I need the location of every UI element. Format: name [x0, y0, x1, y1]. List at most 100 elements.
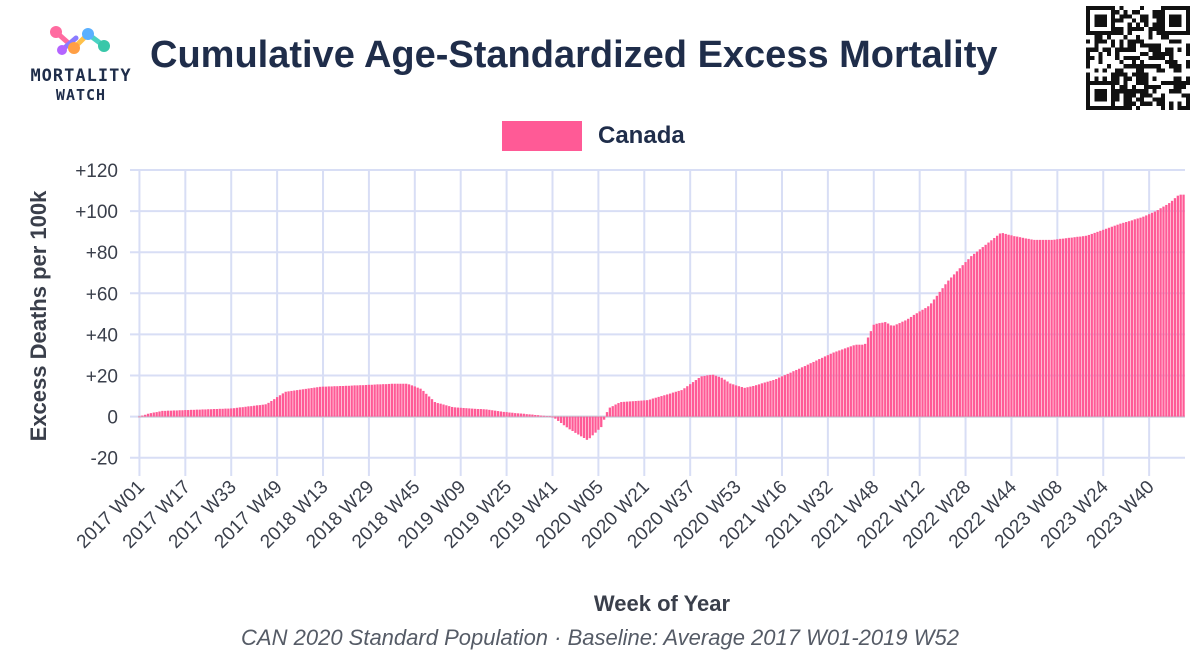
bar [729, 383, 732, 417]
bar [319, 386, 322, 417]
y-tick-label: +40 [86, 325, 118, 346]
bar [462, 407, 465, 417]
bar [935, 295, 939, 417]
bar [537, 415, 540, 417]
bar [1170, 200, 1174, 417]
bar [878, 323, 881, 417]
bar [161, 410, 164, 417]
bar [499, 411, 503, 417]
bar [984, 244, 987, 417]
bar [734, 385, 738, 417]
bar [273, 399, 276, 417]
bar [841, 349, 844, 417]
bar [689, 384, 692, 417]
bar [407, 384, 411, 417]
bar [1087, 234, 1091, 417]
bar [1084, 235, 1088, 417]
bar [663, 395, 666, 417]
bar [709, 374, 712, 417]
bar [364, 384, 368, 417]
bar [192, 409, 196, 417]
bar [798, 368, 801, 417]
bar [1122, 222, 1125, 417]
bar [330, 386, 333, 417]
bar [600, 416, 603, 428]
bar [450, 406, 454, 417]
bar [138, 416, 141, 418]
bar [215, 409, 219, 417]
bar [846, 347, 850, 417]
bar [691, 382, 695, 417]
y-tick-label: -20 [91, 449, 118, 470]
bar [482, 409, 485, 417]
bar [881, 322, 884, 417]
bar [660, 396, 663, 417]
bar [1110, 226, 1113, 417]
bar [823, 356, 827, 417]
bar [1047, 239, 1050, 417]
bar [422, 390, 425, 417]
bar [826, 355, 830, 417]
bar [516, 413, 520, 417]
bar [829, 353, 832, 417]
bar [1044, 239, 1048, 417]
bar [1041, 239, 1045, 417]
bar [780, 376, 784, 417]
bar [339, 386, 342, 417]
bar [757, 384, 761, 417]
bar [347, 385, 350, 417]
qr-code-icon[interactable] [1086, 6, 1190, 110]
bar [551, 416, 554, 418]
bar [1013, 236, 1016, 417]
bar [1030, 239, 1033, 417]
logo-text-line1: MORTALITY [30, 66, 132, 86]
bar [528, 414, 531, 417]
bar [628, 401, 632, 417]
y-tick-label: +100 [75, 202, 118, 223]
bar [350, 385, 353, 417]
bar [941, 288, 944, 417]
bar [795, 369, 798, 417]
bar [195, 409, 198, 417]
bar [1107, 227, 1111, 417]
bar [852, 345, 855, 417]
bar [367, 384, 371, 417]
y-tick-label: +20 [86, 367, 118, 388]
bar [792, 371, 795, 417]
legend[interactable]: Canada [502, 120, 685, 152]
bar [224, 408, 227, 417]
bar [471, 408, 474, 417]
bar [1082, 236, 1085, 417]
bar [1116, 224, 1119, 417]
bar [548, 416, 551, 418]
bar [298, 389, 302, 417]
bar [253, 405, 256, 417]
bar [141, 415, 144, 417]
bar [803, 366, 807, 417]
bar [889, 325, 893, 417]
bar [287, 391, 290, 417]
bar [812, 361, 815, 417]
bar [565, 416, 568, 428]
bar [344, 385, 348, 417]
bar [456, 407, 459, 417]
bar [559, 416, 563, 423]
bar [594, 416, 597, 433]
bar [686, 386, 689, 417]
bar [430, 399, 434, 417]
bar [620, 402, 623, 417]
bar [376, 384, 379, 417]
bar [164, 410, 167, 417]
bar [961, 265, 964, 417]
bar [169, 410, 173, 417]
bar [519, 413, 523, 417]
bar [468, 408, 471, 417]
bar [448, 406, 451, 417]
bar [995, 235, 999, 417]
bar [657, 396, 660, 417]
bar [419, 388, 422, 417]
bar [714, 375, 718, 417]
bar [1016, 236, 1019, 417]
bar [924, 308, 927, 417]
